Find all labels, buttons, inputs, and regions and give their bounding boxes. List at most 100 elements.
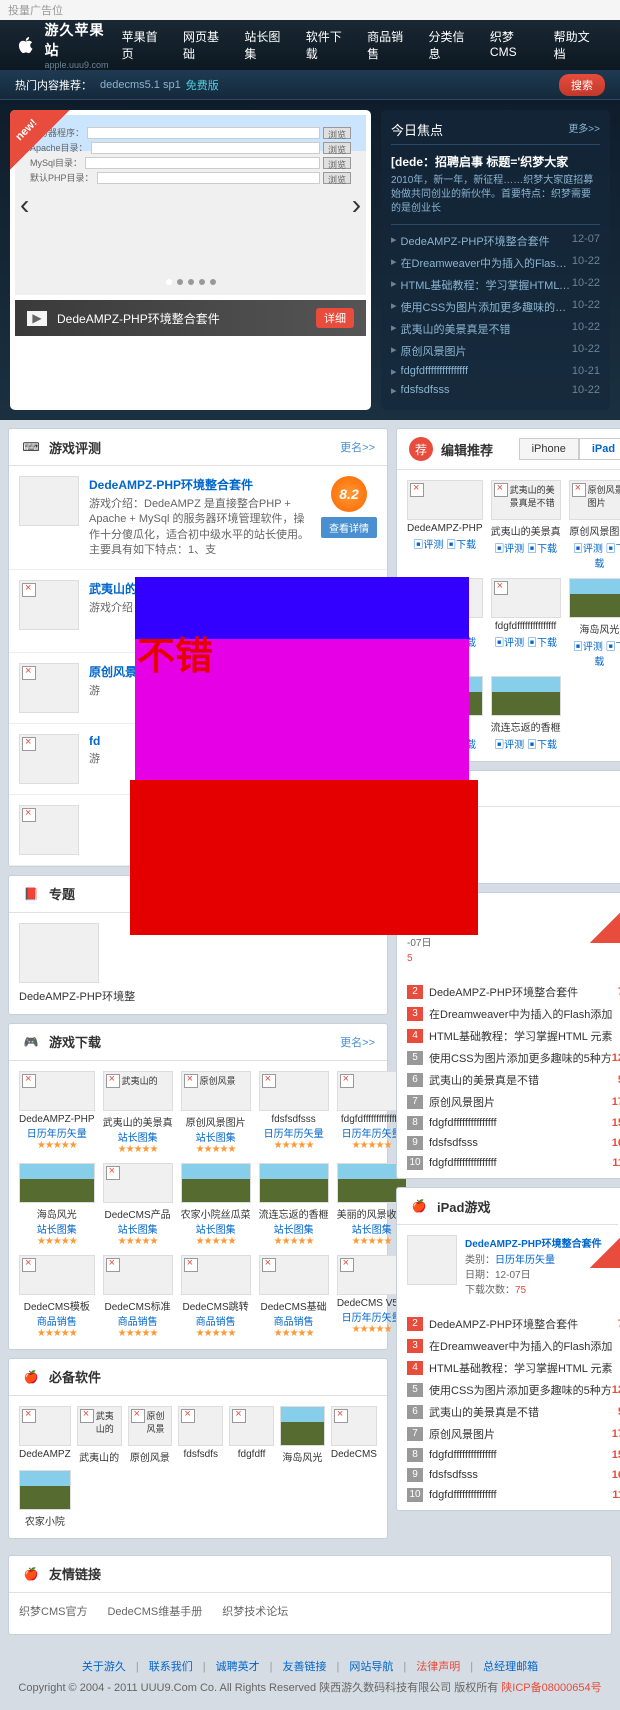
rank-item[interactable]: 4 HTML基础教程：学习掌握HTML 元素 1: [407, 1025, 620, 1047]
software-item[interactable]: 海岛风光: [280, 1406, 325, 1464]
download-thumb[interactable]: [19, 1071, 95, 1111]
review-thumb[interactable]: [19, 476, 79, 526]
download-thumb[interactable]: [103, 1255, 173, 1295]
rank-name[interactable]: 武夷山的美景真是不错: [429, 1404, 618, 1420]
download-thumb[interactable]: [259, 1163, 329, 1203]
download-category[interactable]: 站长图集: [259, 1221, 329, 1236]
tab-iphone[interactable]: iPhone: [519, 438, 579, 460]
focus-main-title[interactable]: [dede：招聘启事 标题='织梦大家: [391, 153, 600, 170]
rank-item[interactable]: 5 使用CSS为图片添加更多趣味的5种方 127: [407, 1379, 620, 1401]
hot-tag[interactable]: dedecms5.1 sp1: [100, 79, 181, 91]
focus-more[interactable]: 更多>>: [568, 120, 600, 139]
download-category[interactable]: 日历年历矢量: [19, 1125, 95, 1140]
download-item[interactable]: 海岛风光 站长图集 ★★★★★: [19, 1163, 95, 1247]
grid-thumb[interactable]: 武夷山的美景真是不错: [491, 480, 561, 520]
grid-thumb[interactable]: [491, 578, 561, 618]
download-item[interactable]: DedeCMS产品 站长图集 ★★★★★: [103, 1163, 173, 1247]
download-link[interactable]: ▣下载: [446, 540, 476, 551]
download-category[interactable]: 站长图集: [19, 1221, 95, 1236]
rank-item[interactable]: 9 fdsfsdfsss 167: [407, 1133, 620, 1153]
slider-dot[interactable]: [166, 279, 172, 285]
free-tag[interactable]: 免费版: [186, 77, 219, 93]
footer-link[interactable]: 法律声明: [416, 1661, 460, 1673]
review-link[interactable]: ▣评测: [494, 544, 524, 555]
tab-ipad[interactable]: iPad: [579, 438, 620, 460]
rank-name[interactable]: fdgfdfffffffffffffff: [429, 1449, 612, 1461]
slider-dot[interactable]: [177, 279, 183, 285]
search-button[interactable]: 搜索: [559, 74, 605, 96]
grid-thumb[interactable]: 原创风景图片: [569, 480, 620, 520]
software-thumb[interactable]: [331, 1406, 377, 1446]
rank-item[interactable]: 6 武夷山的美景真是不错 57: [407, 1401, 620, 1423]
slider-dot[interactable]: [210, 279, 216, 285]
grid-thumb[interactable]: [407, 480, 483, 520]
grid-item[interactable]: fdgfdfffffffffffffff ▣评测 ▣下载: [491, 578, 561, 668]
nav-item[interactable]: 分类信息: [419, 28, 480, 62]
rank-name[interactable]: fdgfdfffffffffffffff: [429, 1489, 612, 1501]
download-thumb[interactable]: 武夷山的: [103, 1071, 173, 1111]
footer-link[interactable]: 联系我们: [149, 1661, 193, 1673]
download-category[interactable]: 商品销售: [103, 1313, 173, 1328]
slider-dot[interactable]: [188, 279, 194, 285]
software-item[interactable]: 武夷山的 武夷山的: [77, 1406, 122, 1464]
software-item[interactable]: fdgfdff: [229, 1406, 274, 1464]
topic-thumb[interactable]: [19, 923, 99, 983]
download-link[interactable]: ▣下载: [527, 740, 557, 751]
nav-item[interactable]: 苹果首页: [112, 28, 173, 62]
download-thumb[interactable]: [259, 1255, 329, 1295]
rank-item[interactable]: 7 原创风景图片 176: [407, 1091, 620, 1113]
rank-name[interactable]: 武夷山的美景真是不错: [429, 1072, 618, 1088]
download-item[interactable]: DedeCMS跳转 商品销售 ★★★★★: [181, 1255, 251, 1339]
download-category[interactable]: 站长图集: [181, 1129, 251, 1144]
focus-item[interactable]: ▸武夷山的美景真是不错10-22: [391, 318, 600, 340]
software-thumb[interactable]: [19, 1470, 71, 1510]
rank-name[interactable]: DedeAMPZ-PHP环境整合套件: [429, 984, 618, 1000]
more-link[interactable]: 更名>>: [340, 1034, 375, 1050]
focus-item[interactable]: ▸fdgfdfffffffffffffff10-21: [391, 362, 600, 381]
grid-item[interactable]: 武夷山的美景真是不错 武夷山的美景真 ▣评测 ▣下载: [491, 480, 561, 570]
grid-item[interactable]: 原创风景图片 原创风景图片 ▣评测 ▣下载: [569, 480, 620, 570]
footer-link[interactable]: 总经理邮箱: [483, 1661, 538, 1673]
review-link[interactable]: ▣评测: [573, 544, 603, 555]
download-thumb[interactable]: [181, 1255, 251, 1295]
download-item[interactable]: DedeCMS基础 商品销售 ★★★★★: [259, 1255, 329, 1339]
rank-item[interactable]: 8 fdgfdfffffffffffffff 158: [407, 1113, 620, 1133]
focus-item[interactable]: ▸使用CSS为图片添加更多趣味的5种方10-22: [391, 296, 600, 318]
grid-item[interactable]: DedeAMPZ-PHP ▣评测 ▣下载: [407, 480, 483, 570]
software-item[interactable]: DedeAMPZ: [19, 1406, 71, 1464]
download-thumb[interactable]: [103, 1163, 173, 1203]
download-item[interactable]: 流连忘返的香榧 站长图集 ★★★★★: [259, 1163, 329, 1247]
friend-link[interactable]: DedeCMS维基手册: [107, 1603, 202, 1619]
review-link[interactable]: ▣评测: [573, 642, 603, 653]
download-thumb[interactable]: [259, 1071, 329, 1111]
rank-name[interactable]: 在Dreamweaver中为插入的Flash添加: [429, 1338, 620, 1354]
download-item[interactable]: 武夷山的 武夷山的美景真 站长图集 ★★★★★: [103, 1071, 173, 1155]
download-item[interactable]: DedeAMPZ-PHP 日历年历矢量 ★★★★★: [19, 1071, 95, 1155]
download-category[interactable]: 站长图集: [103, 1129, 173, 1144]
rank-item[interactable]: 5 使用CSS为图片添加更多趣味的5种方 127: [407, 1047, 620, 1069]
footer-link[interactable]: 诚聘英才: [216, 1661, 260, 1673]
focus-item[interactable]: ▸fdsfsdfsss10-22: [391, 381, 600, 400]
friend-link[interactable]: 织梦CMS官方: [19, 1603, 87, 1619]
rank-name[interactable]: fdgfdfffffffffffffff: [429, 1157, 612, 1169]
rank-item[interactable]: 3 在Dreamweaver中为插入的Flash添加 1: [407, 1335, 620, 1357]
software-item[interactable]: DedeCMS: [331, 1406, 377, 1464]
review-link[interactable]: ▣评测: [494, 740, 524, 751]
rank-item[interactable]: 4 HTML基础教程：学习掌握HTML 元素 1: [407, 1357, 620, 1379]
download-thumb[interactable]: 原创风景: [181, 1071, 251, 1111]
rank-name[interactable]: fdgfdfffffffffffffff: [429, 1117, 612, 1129]
software-item[interactable]: 原创风景 原创风景: [128, 1406, 173, 1464]
rank-name[interactable]: DedeAMPZ-PHP环境整合套件: [429, 1316, 618, 1332]
rank-name[interactable]: fdsfsdfsss: [429, 1137, 612, 1149]
slider-prev[interactable]: ‹: [20, 189, 29, 221]
footer-link[interactable]: 关于游久: [82, 1661, 126, 1673]
view-button[interactable]: 查看详情: [321, 517, 377, 538]
software-thumb[interactable]: [229, 1406, 274, 1446]
download-category[interactable]: 日历年历矢量: [259, 1125, 329, 1140]
download-thumb[interactable]: [19, 1163, 95, 1203]
rank-item[interactable]: 7 原创风景图片 176: [407, 1423, 620, 1445]
footer-link[interactable]: 网站导航: [349, 1661, 393, 1673]
footer-link[interactable]: 友善链接: [283, 1661, 327, 1673]
download-category[interactable]: 商品销售: [259, 1313, 329, 1328]
nav-item[interactable]: 站长图集: [234, 28, 295, 62]
